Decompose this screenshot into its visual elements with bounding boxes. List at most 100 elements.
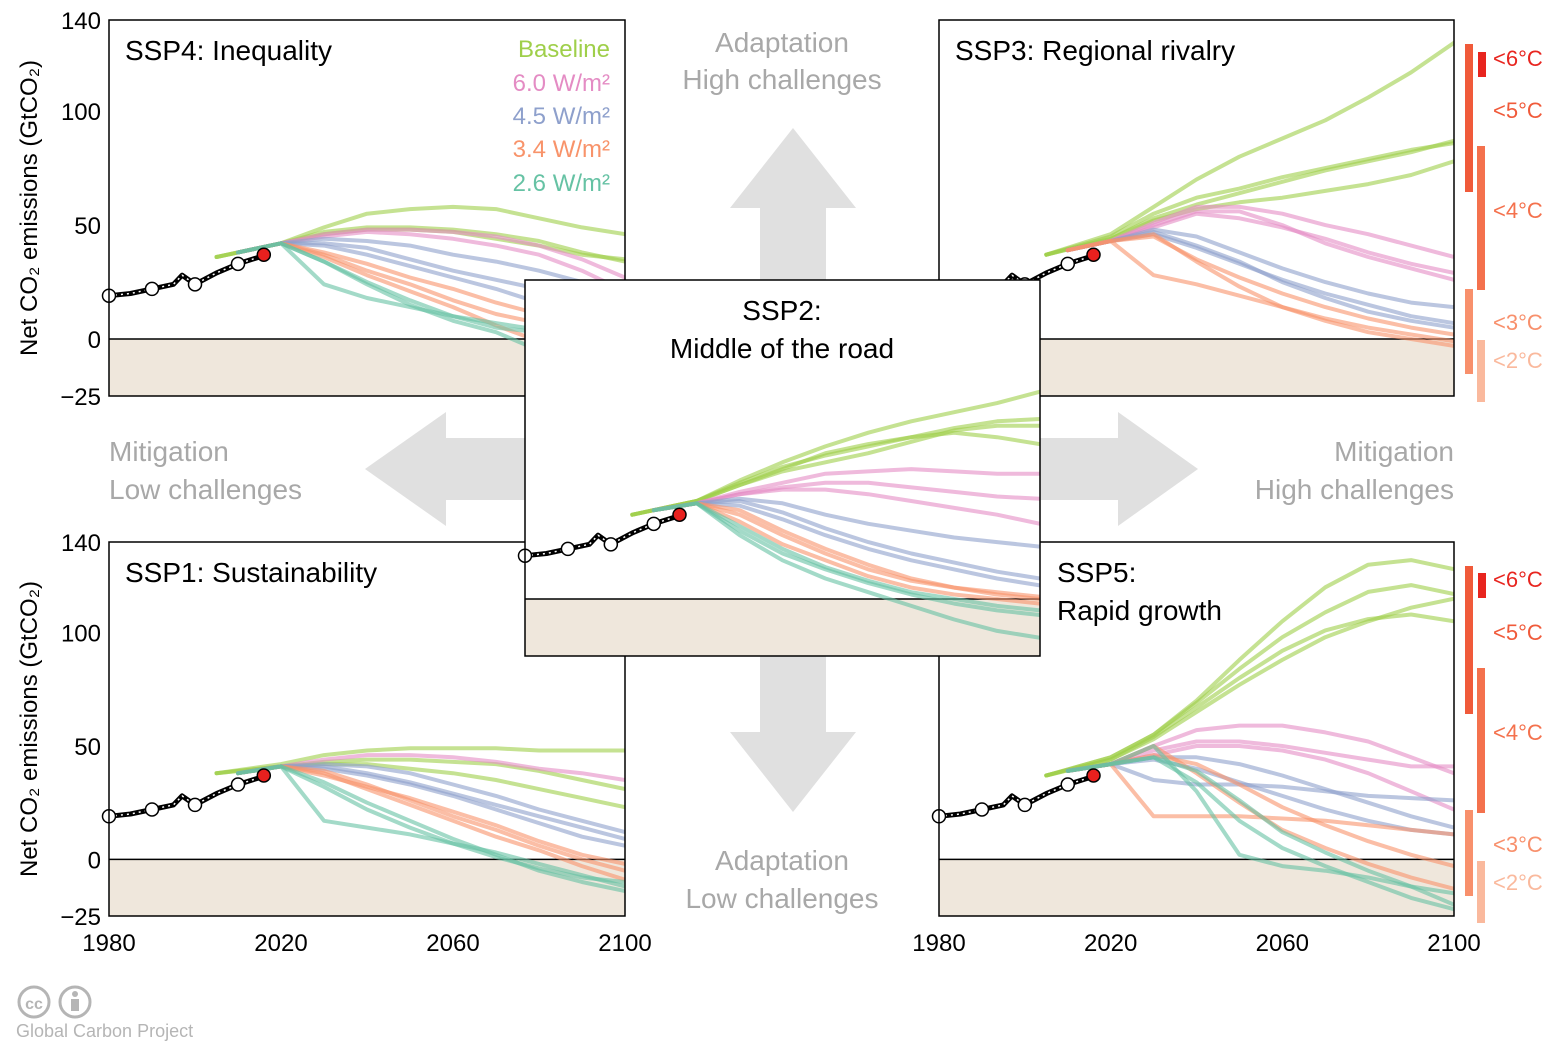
ssp1-frame (108, 541, 626, 917)
arrow-down (730, 656, 856, 812)
ssp1-ytick-0: 0 (88, 847, 101, 874)
ssp2-title-line-0: SSP2: (742, 295, 821, 326)
ssp3-series-baseline-0 (1044, 40, 1454, 257)
ssp4-history-dots (108, 254, 265, 297)
ssp1-ytick--25: −25 (60, 904, 101, 931)
ssp5-series-w26-13 (1065, 744, 1454, 896)
ssp3-series-baseline-3 (1044, 159, 1454, 257)
ssp1-history-marker-2010 (230, 777, 246, 792)
ssp5-title-line-1: Rapid growth (1057, 595, 1222, 626)
ssp3-title-line-0: SSP3: Regional rivalry (955, 35, 1235, 66)
temp-top-bar-1 (1465, 44, 1473, 192)
arrow-up (730, 128, 856, 280)
ssp5-xtick-2100: 2100 (1427, 930, 1480, 957)
svg-text:by: by (75, 1012, 77, 1014)
temp-top-bar-3 (1465, 289, 1473, 374)
legend-3-4: 3.4 W/m² (513, 136, 610, 163)
ssp1-xtick-2100: 2100 (598, 930, 651, 957)
ssp2-history-marker-2010 (646, 516, 661, 532)
ssp4-series-w45-5 (236, 236, 625, 296)
ssp2-series-baseline-3 (630, 430, 1040, 517)
ssp1-xtick-2020: 2020 (254, 930, 307, 957)
legend-2-6: 2.6 W/m² (513, 170, 610, 197)
ssp3-series-w60-6 (1065, 209, 1454, 282)
ssp4-ylabel: Net CO₂ emissions (GtCO₂) (16, 60, 43, 356)
ssp4-ytick--25: −25 (60, 384, 101, 411)
ssp3-current-marker (1086, 247, 1101, 262)
ssp2-current-marker (672, 507, 687, 522)
temp-top-label-4: <2°C (1493, 348, 1543, 373)
ssp2-series-w26-15 (651, 501, 1040, 613)
ssp5-history-dots (938, 774, 1094, 818)
ssp1-history-dots (108, 774, 265, 818)
legend-6-0: 6.0 W/m² (513, 70, 610, 97)
temp-top-label-3: <3°C (1493, 310, 1543, 335)
temp-bottom-label-4: <2°C (1493, 870, 1543, 895)
ssp1-ylabel: Net CO₂ emissions (GtCO₂) (16, 581, 43, 877)
ssp2-scenario-lines (630, 389, 1040, 640)
temp-top-bar-2 (1477, 146, 1485, 290)
temp-bottom-label-3: <3°C (1493, 832, 1543, 857)
arrow-left-label-1: Mitigation (109, 436, 229, 467)
footer: cc by Global Carbon Project (16, 985, 193, 1041)
panel-ssp2: SSP2: Middle of the road (517, 279, 1041, 657)
ssp1-history-marker-1990 (144, 802, 160, 817)
ssp1-series-w34-9 (236, 764, 625, 866)
ssp1-history-marker-2000 (187, 797, 203, 813)
ssp5-current-marker (1086, 768, 1101, 783)
ssp5-xtick-2020: 2020 (1084, 930, 1137, 957)
by-attribution-icon: by (58, 985, 92, 1019)
legend: Baseline 6.0 W/m² 4.5 W/m² 3.4 W/m² 2.6 … (513, 36, 610, 197)
ssp3-series-baseline-1 (1044, 141, 1454, 257)
ssp4-series-baseline-0 (214, 204, 625, 259)
arrow-labels: Adaptation High challenges Adaptation Lo… (109, 27, 1454, 914)
ssp1-title-line-0: SSP1: Sustainability (125, 557, 377, 588)
temp-top-bar-4 (1477, 340, 1485, 402)
arrow-right (1040, 412, 1198, 526)
ssp1-ytick-140: 140 (61, 530, 101, 557)
ssp5-title-line-0: SSP5: (1057, 557, 1136, 588)
ssp4-history-marker-2000 (187, 277, 203, 292)
temp-top-label-1: <5°C (1493, 98, 1543, 123)
ssp1-series-w26-11 (236, 764, 625, 894)
ssp5-history-marker-2000 (1017, 797, 1033, 813)
ssp5-series-w60-5 (1065, 739, 1454, 773)
arrow-left (365, 412, 526, 526)
ssp3-series-w34-12 (1065, 234, 1454, 337)
ssp1-series-w26-10 (236, 764, 625, 889)
temp-bottom-label-1: <5°C (1493, 620, 1543, 645)
ssp5-history-marker-2010 (1060, 777, 1075, 792)
challenge-arrows (365, 128, 1198, 812)
ssp1-series-w60-3 (236, 753, 625, 782)
ssp2-negative-region (525, 599, 1040, 656)
ssp2-history-dots (524, 514, 680, 557)
ssp1-xtick-1980: 1980 (82, 930, 135, 957)
ssp1-ytick-50: 50 (74, 734, 101, 761)
ssp2-history-marker-1990 (560, 541, 576, 557)
ssp3-series-w34-10 (1065, 239, 1454, 344)
ssp1-series-baseline-0 (214, 746, 625, 776)
ssp4-ytick-100: 100 (61, 99, 101, 126)
ssp4-ytick-50: 50 (74, 213, 101, 240)
ssp4-ytick-0: 0 (88, 327, 101, 354)
ssp4-ytick-140: 140 (61, 8, 101, 35)
ssp4-frame (108, 19, 626, 397)
ssp5-history-marker-1990 (974, 802, 990, 817)
temp-scale-bottom: <6°C <5°C <4°C <3°C <2°C (1465, 566, 1543, 923)
arrow-left-label-2: Low challenges (109, 474, 302, 505)
ssp4-history-marker-2010 (230, 256, 246, 272)
ssp2-series-w45-9 (651, 501, 1040, 588)
arrow-down-label-1: Adaptation (715, 845, 849, 876)
ssp4-title-line-0: SSP4: Inequality (125, 35, 332, 66)
legend-baseline: Baseline (518, 36, 610, 63)
ssp5-frame (938, 541, 1455, 917)
ssp2-series-w26-14 (651, 501, 1040, 640)
ssp2-frame (524, 279, 1041, 657)
temp-bottom-bar-3 (1465, 810, 1473, 896)
temp-bottom-label-0: <6°C (1493, 567, 1543, 592)
ssp4-history-marker-1990 (144, 281, 160, 297)
temp-top-label-2: <4°C (1493, 198, 1543, 223)
panel-ssp3: SSP3: Regional rivalry (931, 19, 1455, 397)
ssp5-xtick-1980: 1980 (912, 930, 965, 957)
